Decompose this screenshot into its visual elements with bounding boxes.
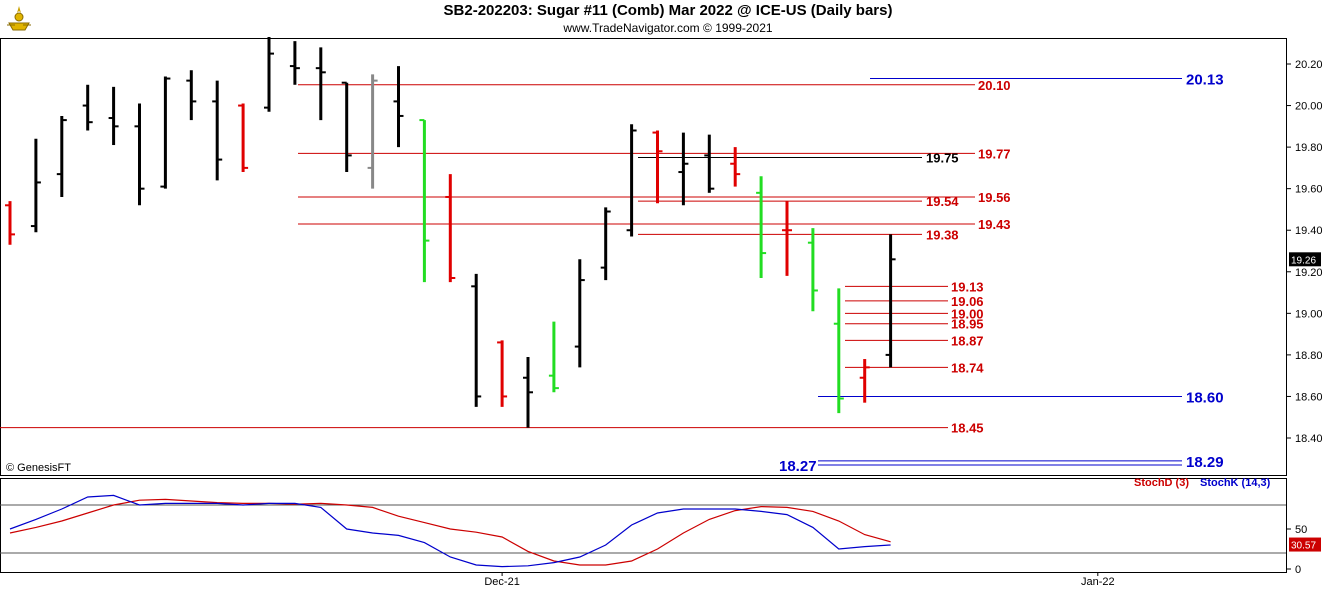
level-label-18-74: 18.74 bbox=[951, 360, 984, 375]
ohlc-bar bbox=[782, 201, 792, 276]
ohlc-bar bbox=[238, 103, 249, 173]
last-price-box bbox=[1289, 252, 1321, 267]
ohlc-bar bbox=[160, 76, 171, 189]
y-tick-label: 20.00 bbox=[1295, 101, 1323, 113]
ohlc-bar bbox=[108, 86, 119, 146]
level-label-18-27: 18.27 bbox=[779, 458, 817, 475]
ohlc-bar bbox=[471, 273, 482, 407]
level-label-18-87: 18.87 bbox=[951, 333, 984, 348]
ohlc-bar bbox=[212, 80, 223, 181]
date-axis: Dec-21 Jan-22 bbox=[484, 572, 1115, 588]
ohlc-bar bbox=[393, 66, 404, 148]
chart-frame bbox=[0, 38, 1287, 573]
ohlc-bar bbox=[885, 234, 896, 368]
ohlc-bar bbox=[264, 36, 274, 112]
ohlc-bars bbox=[5, 36, 896, 428]
ohlc-bar bbox=[341, 81, 352, 173]
legend-stoch-d: StochD (3) bbox=[1134, 477, 1189, 489]
ohlc-bar bbox=[30, 138, 41, 233]
ohlc-bar bbox=[574, 259, 585, 368]
y-tick-label: 19.00 bbox=[1295, 308, 1323, 320]
ohlc-bar bbox=[626, 124, 637, 237]
ohlc-bar bbox=[704, 134, 715, 193]
price-panel-border bbox=[0, 38, 1287, 476]
ohlc-bar bbox=[523, 356, 533, 428]
level-label-20-10: 20.10 bbox=[978, 78, 1011, 93]
ohlc-bar bbox=[807, 228, 818, 312]
ohlc-bar bbox=[678, 132, 689, 206]
x-tick-label: Dec-21 bbox=[484, 576, 519, 588]
y-tick-label: 19.80 bbox=[1295, 142, 1323, 154]
chart-subtitle: www.TradeNavigator.com © 1999-2021 bbox=[563, 21, 773, 35]
ohlc-bar bbox=[289, 41, 300, 85]
support-resistance-levels: 20.10 19.77 19.56 19.43 19.75 19.54 19.38 19.13… bbox=[0, 72, 1224, 475]
level-label-19-43: 19.43 bbox=[978, 217, 1011, 232]
ohlc-bar bbox=[600, 207, 611, 281]
level-label-19-00: 19.00 bbox=[951, 306, 984, 321]
level-label-19-06: 19.06 bbox=[951, 294, 984, 309]
level-label-18-29: 18.29 bbox=[1186, 454, 1224, 471]
y-tick-label: 18.40 bbox=[1295, 433, 1323, 445]
price-axis: 20.20 20.00 19.80 19.60 19.40 19.20 19.00 18.80… bbox=[1286, 59, 1323, 445]
level-label-19-56: 19.56 bbox=[978, 190, 1011, 205]
ohlc-bar bbox=[82, 84, 93, 131]
ohlc-bar bbox=[186, 70, 197, 121]
y-tick-label: 19.60 bbox=[1295, 184, 1323, 196]
y-tick-label: 19.20 bbox=[1295, 267, 1323, 279]
stoch-k-line bbox=[9, 494, 891, 568]
stochastic-panel: 50 0 30.57 bbox=[0, 494, 1321, 576]
ohlc-bar bbox=[367, 74, 378, 189]
y-tick-label: 19.40 bbox=[1295, 225, 1323, 237]
ohlc-bar bbox=[730, 147, 741, 187]
ohlc-bar bbox=[134, 103, 145, 206]
ohlc-bar bbox=[497, 340, 508, 407]
ohlc-bar bbox=[859, 359, 870, 403]
y-tick-label: 18.60 bbox=[1295, 391, 1323, 403]
level-label-19-54: 19.54 bbox=[926, 194, 959, 209]
level-label-18-45: 18.45 bbox=[951, 421, 984, 436]
copyright-label: © GenesisFT bbox=[6, 462, 71, 474]
ohlc-bar bbox=[5, 201, 15, 245]
stoch-last-value-box bbox=[1289, 537, 1321, 552]
stoch-d-line bbox=[9, 498, 891, 566]
level-label-19-38: 19.38 bbox=[926, 227, 959, 242]
ohlc-bar bbox=[652, 130, 663, 204]
ohlc-bar bbox=[419, 119, 430, 283]
level-label-18-60: 18.60 bbox=[1186, 389, 1224, 406]
level-label-20-13: 20.13 bbox=[1186, 72, 1224, 89]
stoch-y-tick-label: 0 bbox=[1295, 564, 1301, 576]
ohlc-bar bbox=[445, 174, 456, 283]
ohlc-bar bbox=[833, 288, 844, 414]
level-label-19-13: 19.13 bbox=[951, 279, 984, 294]
level-label-18-95: 18.95 bbox=[951, 317, 984, 332]
stoch-last-value-label: 30.57 bbox=[1291, 541, 1316, 552]
stoch-y-tick-label: 50 bbox=[1295, 524, 1307, 536]
last-price-label: 19.26 bbox=[1291, 255, 1316, 266]
y-tick-label: 18.80 bbox=[1295, 350, 1323, 362]
ohlc-bar bbox=[315, 47, 326, 121]
ohlc-bar bbox=[756, 176, 767, 279]
chart-title: SB2-202203: Sugar #11 (Comb) Mar 2022 @ … bbox=[443, 2, 893, 19]
trade-navigator-logo-icon bbox=[7, 6, 31, 31]
level-label-19-77: 19.77 bbox=[978, 146, 1011, 161]
ohlc-bar bbox=[548, 321, 559, 393]
x-tick-label: Jan-22 bbox=[1081, 576, 1115, 588]
ohlc-bar bbox=[56, 115, 67, 197]
y-tick-label: 20.20 bbox=[1295, 59, 1323, 71]
level-label-19-75: 19.75 bbox=[926, 151, 959, 166]
stoch-panel-border bbox=[0, 478, 1287, 573]
legend-stoch-k: StochK (14,3) bbox=[1200, 477, 1271, 489]
